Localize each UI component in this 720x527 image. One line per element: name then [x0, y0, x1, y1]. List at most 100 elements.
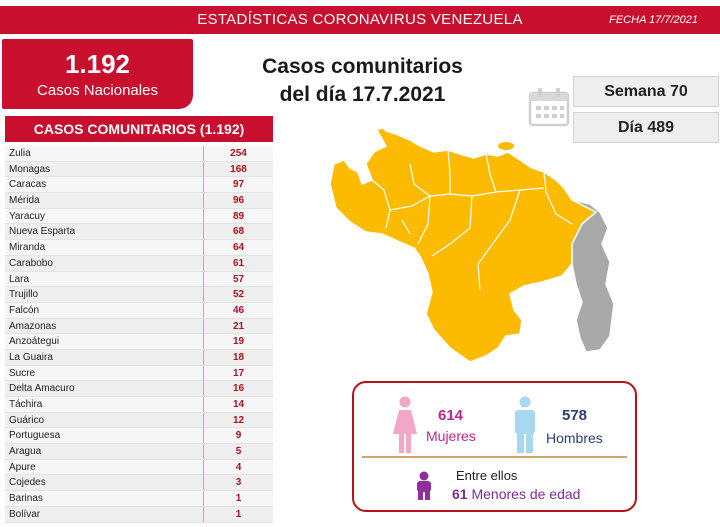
state-cases: 21: [203, 318, 273, 334]
state-cases: 96: [203, 193, 273, 209]
state-cases: 52: [203, 287, 273, 303]
table-row: Zulia 254: [5, 146, 273, 162]
state-cases: 18: [203, 349, 273, 365]
table-row: Carabobo 61: [5, 255, 273, 272]
minors-label: Menores de edad: [471, 486, 581, 502]
state-cases: 168: [203, 161, 273, 177]
page-title: ESTADÍSTICAS CORONAVIRUS VENEZUELA: [197, 11, 523, 28]
national-cases-count: 1.192: [64, 49, 131, 79]
minors-line: 61 Menores de edad: [452, 486, 580, 502]
cases-table: Zulia 254 Monagas 168 Caracas 97 Mérida 96 Yarac…: [5, 146, 273, 523]
table-row: Delta Amacuro 16: [5, 381, 273, 397]
women-count: 614: [438, 407, 464, 424]
headline-line1: Casos comunitarios: [262, 55, 463, 78]
table-row: Falcón 46: [5, 302, 273, 319]
table-row: Guárico 12: [5, 412, 273, 429]
calendar-icon: [528, 88, 570, 127]
week-badge: Semana 70: [573, 76, 719, 107]
state-name: Delta Amacuro: [9, 383, 75, 395]
state-name: Amazonas: [9, 320, 57, 332]
report-date: FECHA 17/7/2021: [609, 14, 698, 26]
national-cases-card: 1.192 Casos Nacionales: [2, 39, 193, 109]
table-row: Caracas 97: [5, 177, 273, 194]
state-cases: 1: [203, 491, 273, 507]
table-row: Apure 4: [5, 459, 273, 476]
state-cases: 14: [203, 397, 273, 412]
table-row: Barinas 1: [5, 491, 273, 507]
state-cases: 89: [203, 208, 273, 224]
women-label: Mujeres: [426, 428, 476, 444]
state-name: Zulia: [9, 148, 31, 159]
header-bar: ESTADÍSTICAS CORONAVIRUS VENEZUELA FECHA…: [0, 6, 720, 34]
table-row: Bolívar 1: [5, 506, 273, 523]
state-cases: 57: [203, 271, 273, 287]
minors-count: 61: [452, 486, 468, 502]
state-name: Sucre: [9, 367, 36, 379]
state-name: Bolívar: [9, 508, 41, 520]
state-cases: 46: [203, 302, 273, 318]
state-cases: 5: [203, 444, 273, 460]
state-name: Barinas: [9, 493, 43, 505]
state-name: Anzoátegui: [9, 336, 60, 348]
state-cases: 4: [203, 459, 273, 475]
state-name: Yaracuy: [9, 210, 45, 222]
state-cases: 1: [203, 506, 273, 522]
state-cases: 64: [203, 240, 273, 256]
state-cases: 12: [203, 412, 273, 428]
table-row: La Guaira 18: [5, 349, 273, 366]
table-row: Trujillo 52: [5, 287, 273, 303]
gender-breakdown-box: 614 Mujeres 578 Hombres Entre ellos 61 M…: [352, 381, 637, 512]
state-cases: 9: [203, 428, 273, 444]
state-cases: 19: [203, 334, 273, 350]
state-name: Cojedes: [9, 477, 46, 489]
child-icon: [417, 471, 431, 500]
state-name: La Guaira: [9, 351, 53, 363]
state-cases: 16: [203, 381, 273, 397]
state-name: Caracas: [9, 179, 47, 191]
table-row: Mérida 96: [5, 193, 273, 209]
men-label: Hombres: [546, 430, 603, 446]
table-row: Lara 57: [5, 271, 273, 288]
table-row: Aragua 5: [5, 444, 273, 460]
state-name: Aragua: [9, 446, 42, 458]
state-name: Nueva Esparta: [9, 226, 76, 238]
state-cases: 68: [203, 224, 273, 240]
divider: [362, 456, 627, 458]
table-title: CASOS COMUNITARIOS (1.192): [5, 116, 273, 142]
among-them-label: Entre ellos: [456, 468, 518, 483]
table-row: Yaracuy 89: [5, 208, 273, 225]
table-row: Portuguesa 9: [5, 428, 273, 445]
female-icon: [393, 396, 417, 453]
state-name: Monagas: [9, 163, 51, 175]
national-cases-label: Casos Nacionales: [37, 82, 158, 99]
table-row: Anzoátegui 19: [5, 334, 273, 350]
state-name: Mérida: [9, 195, 40, 207]
state-cases: 3: [203, 475, 273, 491]
state-cases: 97: [203, 177, 273, 193]
state-cases: 254: [203, 146, 273, 161]
state-name: Lara: [9, 273, 30, 285]
state-name: Portuguesa: [9, 430, 61, 442]
table-row: Cojedes 3: [5, 475, 273, 492]
table-row: Monagas 168: [5, 161, 273, 178]
state-name: Falcón: [9, 304, 40, 316]
table-row: Nueva Esparta 68: [5, 224, 273, 241]
state-name: Guárico: [9, 414, 45, 426]
headline-line2: del día 17.7.2021: [279, 83, 446, 106]
table-row: Amazonas 21: [5, 318, 273, 335]
state-name: Táchira: [9, 399, 43, 410]
table-row: Miranda 64: [5, 240, 273, 256]
state-cases: 17: [203, 365, 273, 381]
state-name: Trujillo: [9, 289, 39, 301]
state-name: Apure: [9, 461, 36, 473]
table-row: Táchira 14: [5, 397, 273, 413]
day-badge: Día 489: [573, 112, 719, 143]
headline: Casos comunitarios del día 17.7.2021: [240, 53, 485, 109]
state-name: Carabobo: [9, 257, 53, 269]
men-count: 578: [562, 407, 588, 424]
venezuela-map: [329, 126, 615, 363]
male-icon: [515, 396, 535, 453]
table-row: Sucre 17: [5, 365, 273, 382]
state-cases: 61: [203, 255, 273, 271]
state-name: Miranda: [9, 242, 46, 254]
